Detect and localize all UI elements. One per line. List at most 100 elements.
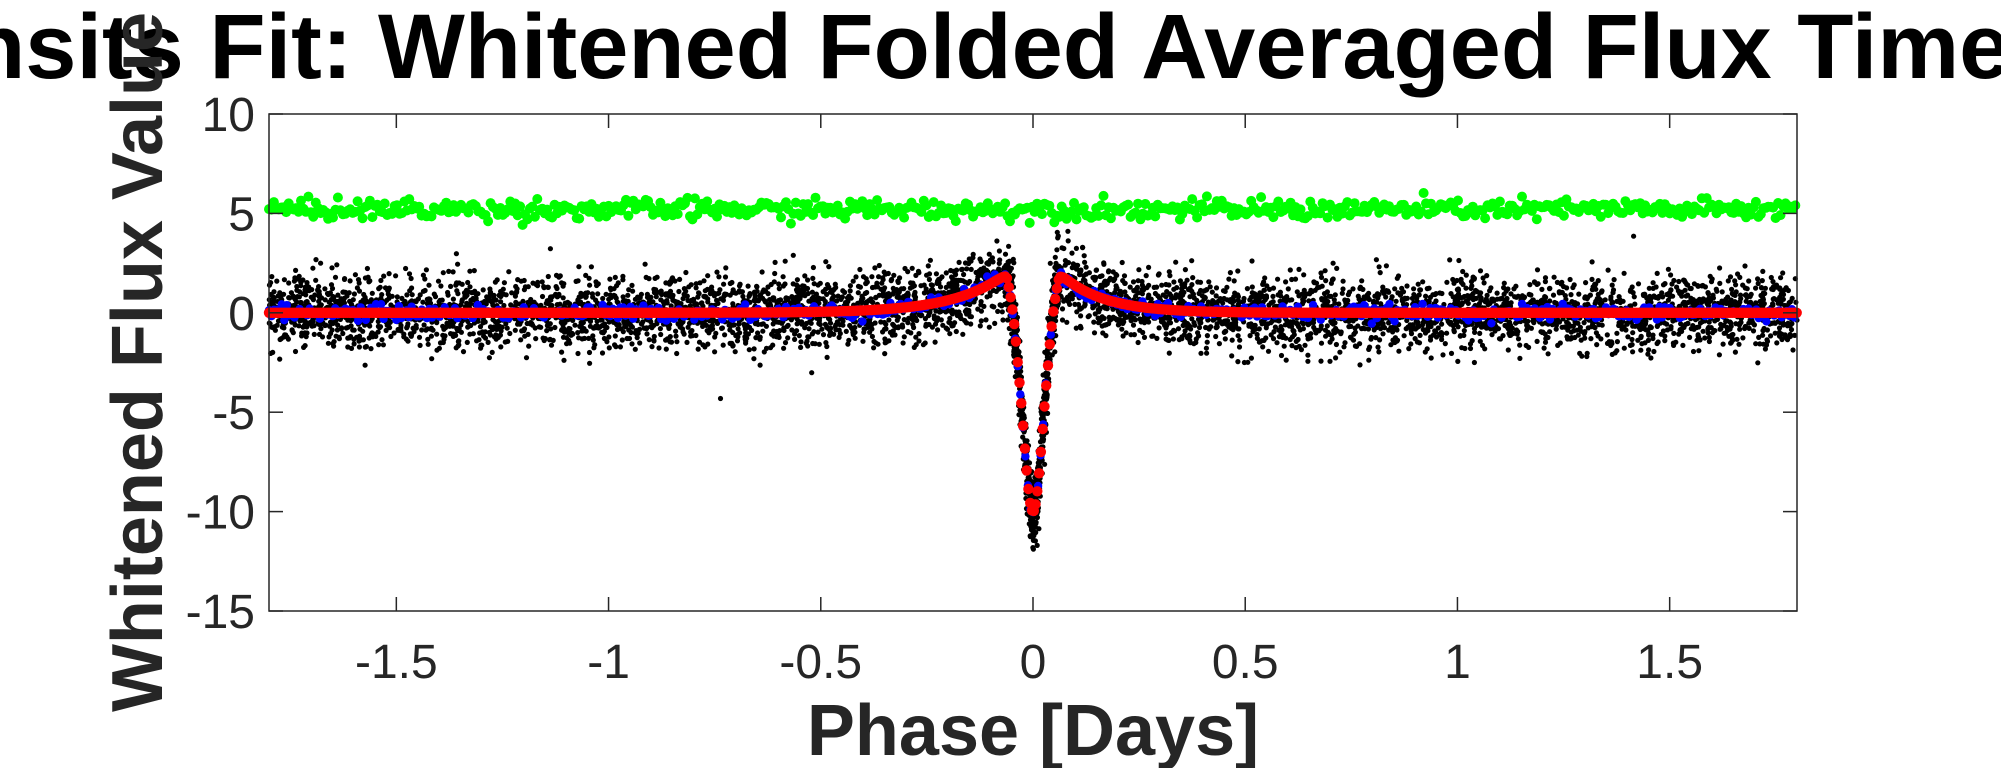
data-point [606, 334, 612, 340]
data-point [776, 281, 782, 287]
data-point [840, 288, 846, 294]
data-point [1077, 272, 1083, 278]
data-point [799, 321, 805, 327]
data-point [1451, 327, 1457, 333]
data-point [1555, 342, 1561, 348]
data-point [1265, 348, 1272, 354]
data-point [855, 290, 861, 296]
data-point [1709, 276, 1715, 282]
data-point [387, 319, 393, 325]
data-point [1102, 305, 1108, 311]
data-point [932, 339, 938, 345]
data-point [939, 274, 945, 280]
data-point [1678, 321, 1684, 327]
data-point [1256, 294, 1262, 300]
data-point [722, 332, 728, 338]
data-point [1642, 291, 1648, 297]
data-point [1334, 265, 1340, 271]
data-point [1283, 279, 1289, 285]
data-point [299, 333, 305, 339]
data-point [893, 324, 899, 330]
data-point [1261, 287, 1267, 293]
data-point [1542, 339, 1549, 345]
data-point [794, 277, 801, 283]
data-point [1714, 288, 1720, 294]
data-point [575, 330, 581, 336]
data-point [746, 347, 752, 353]
data-point [1201, 296, 1207, 302]
data-point [881, 287, 887, 293]
data-point [360, 297, 366, 303]
data-point [880, 275, 886, 281]
data-point [409, 292, 415, 298]
data-point [698, 319, 705, 326]
data-point [646, 276, 652, 282]
data-point [1593, 330, 1599, 336]
data-point [717, 287, 723, 293]
data-point [1545, 334, 1551, 341]
data-point [1592, 281, 1598, 287]
data-point [1688, 295, 1694, 301]
data-point [1336, 301, 1342, 307]
data-point [751, 356, 757, 362]
data-point [271, 289, 277, 295]
data-point [880, 291, 886, 297]
data-point [990, 259, 996, 265]
data-point [1583, 280, 1589, 286]
data-point [590, 337, 596, 343]
data-point [1375, 344, 1381, 350]
data-point [860, 338, 866, 344]
data-point [798, 339, 804, 345]
data-point [657, 326, 664, 332]
data-point [1095, 301, 1101, 307]
data-point [1386, 320, 1392, 326]
data-point [422, 287, 428, 294]
data-point [820, 332, 827, 338]
data-point [559, 326, 565, 333]
data-point [727, 340, 733, 346]
data-point [586, 349, 593, 356]
data-point [1249, 258, 1255, 264]
data-point [1106, 314, 1112, 320]
data-point [1761, 301, 1767, 307]
data-point [1699, 283, 1705, 289]
data-point [1411, 286, 1417, 292]
data-point [1167, 315, 1173, 321]
data-point [827, 320, 834, 326]
data-point [356, 338, 362, 344]
data-point [654, 274, 660, 280]
data-point [751, 346, 757, 352]
data-point [456, 280, 462, 286]
data-point [1598, 336, 1604, 342]
data-point [1461, 328, 1467, 334]
data-point [1324, 302, 1330, 308]
data-point [509, 290, 515, 296]
data-point [1159, 282, 1165, 288]
data-point [658, 297, 664, 303]
data-point [651, 338, 657, 344]
data-point [809, 370, 815, 376]
data-point [765, 291, 771, 297]
data-point [475, 318, 481, 324]
data-point [269, 274, 275, 280]
data-point [1599, 322, 1605, 328]
data-point [351, 291, 357, 297]
data-point [712, 334, 718, 340]
data-point [548, 326, 554, 332]
data-point [355, 277, 362, 283]
data-point [525, 331, 531, 337]
data-point [754, 288, 760, 294]
data-point [1605, 267, 1611, 273]
data-point [524, 320, 530, 327]
data-point [648, 324, 654, 330]
data-point [772, 270, 778, 277]
data-point [1393, 298, 1399, 304]
data-point [1577, 350, 1583, 356]
data-point [1539, 329, 1545, 336]
data-point [900, 324, 906, 330]
data-point [1164, 289, 1170, 295]
data-point [1526, 344, 1532, 350]
data-point [686, 284, 692, 290]
data-point [860, 274, 867, 280]
data-point [1448, 350, 1455, 356]
